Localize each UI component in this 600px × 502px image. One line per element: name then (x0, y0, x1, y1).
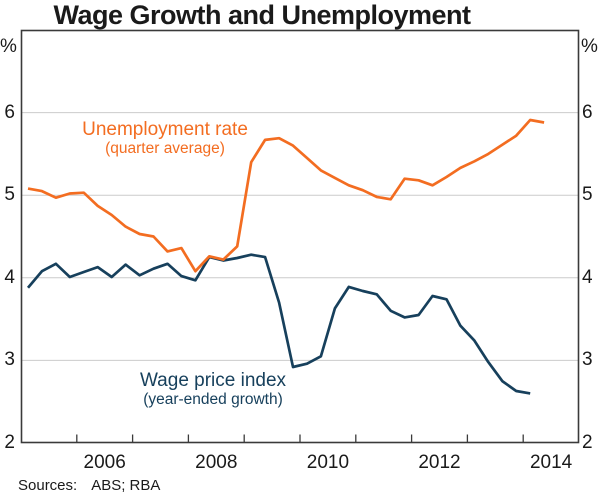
y-axis-label-left-3: 3 (4, 349, 15, 371)
x-axis-label-2012: 2012 (418, 452, 461, 473)
series-label-unemployment-rate-name: Unemployment rate (82, 119, 248, 140)
y-axis-label-left-5: 5 (4, 184, 15, 206)
y-axis-label-right-2: 2 (582, 432, 593, 453)
sources-label: Sources: (18, 477, 78, 494)
x-axis-label-2008: 2008 (195, 452, 238, 473)
series-label-wage-price-index: Wage price index (year-ended growth) (103, 370, 323, 409)
y-axis-unit-left: % (0, 36, 17, 57)
chart-title: Wage Growth and Unemployment (53, 0, 471, 30)
series-label-unemployment-rate-sub: (quarter average) (105, 140, 225, 157)
x-axis-label-2010: 2010 (306, 452, 350, 473)
sources-note: Sources: ABS; RBA (18, 477, 160, 494)
series-label-wage-price-index-name: Wage price index (139, 370, 287, 391)
sources-value: ABS; RBA (91, 477, 161, 494)
y-axis-label-right-4: 4 (582, 266, 593, 288)
y-axis-unit-right: % (581, 36, 598, 57)
plot-border (20, 29, 580, 444)
y-axis-label-left-4: 4 (4, 266, 15, 288)
y-axis-label-left-2: 2 (4, 432, 15, 453)
x-axis-label-2014: 2014 (529, 452, 573, 473)
y-axis-label-right-3: 3 (582, 349, 593, 371)
line-wage-price-index (26, 253, 531, 395)
series-label-wage-price-index-sub: (year-ended growth) (143, 391, 283, 408)
y-axis-label-right-6: 6 (582, 101, 593, 123)
series-label-unemployment-rate: Unemployment rate (quarter average) (55, 119, 275, 158)
x-axis-label-2006: 2006 (83, 452, 126, 473)
line-unemployment-rate (27, 118, 545, 273)
y-axis-label-right-5: 5 (582, 184, 593, 206)
y-axis-label-left-6: 6 (4, 101, 15, 123)
